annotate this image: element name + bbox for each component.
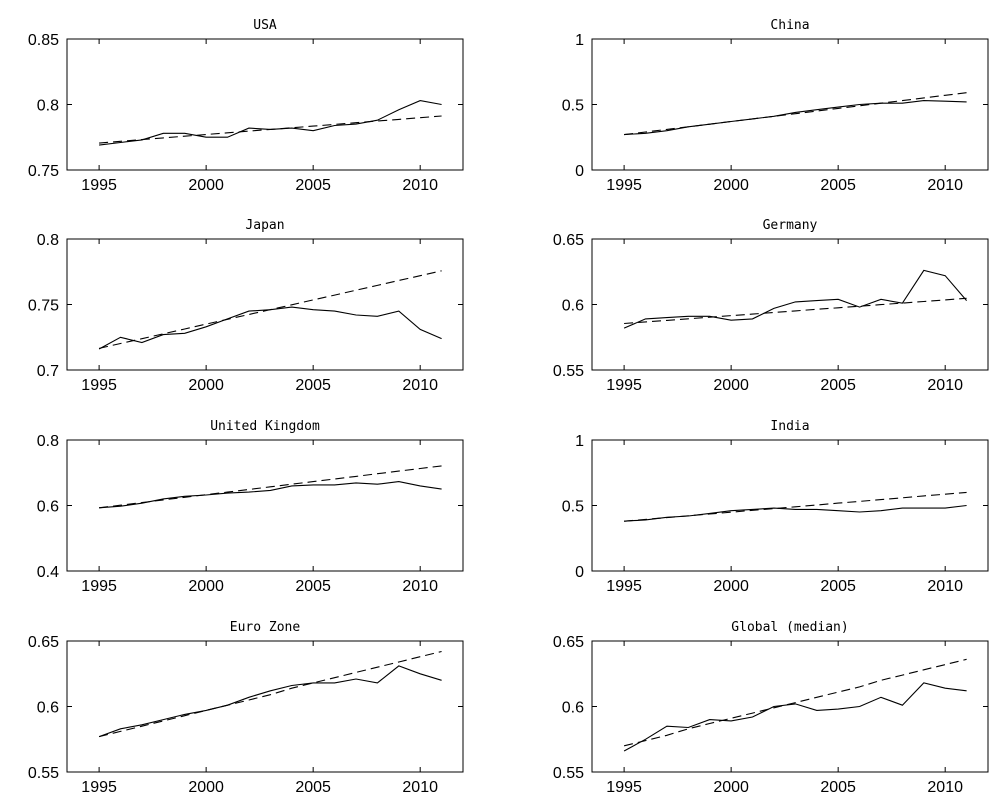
panel-title: Global (median) [731, 620, 848, 635]
x-tick-label: 1995 [606, 779, 642, 795]
x-tick-label: 1995 [81, 779, 117, 795]
data-line [98, 306, 442, 350]
y-tick-label: 0.6 [37, 700, 59, 717]
panel-1: China 1995 2000 2005 2010 0 0.5 1 [562, 18, 989, 194]
plot-frame [591, 238, 989, 371]
x-tick-label: 2000 [188, 377, 224, 394]
x-tick-label: 1995 [606, 377, 642, 394]
x-tick-label: 1995 [81, 578, 117, 595]
x-tick-label: 2005 [820, 779, 856, 795]
trend-line [99, 465, 442, 509]
trend-line [624, 491, 967, 522]
x-tick-label: 2005 [820, 578, 856, 595]
y-tick-label: 0.65 [553, 232, 584, 249]
plot-frame [66, 38, 464, 171]
y-tick-label: 0.6 [37, 499, 59, 516]
x-tick-label: 2010 [927, 578, 963, 595]
y-tick-label: 0.55 [28, 765, 59, 782]
y-tick-label: 0.75 [28, 163, 59, 180]
y-tick-label: 0.8 [37, 433, 59, 450]
x-tick-label: 2010 [402, 779, 438, 795]
y-tick-label: 0.55 [553, 765, 584, 782]
x-tick-label: 2005 [295, 578, 331, 595]
y-tick-label: 1 [575, 433, 584, 450]
y-tick-label: 0.65 [553, 634, 584, 651]
x-tick-label: 2010 [402, 578, 438, 595]
trend-line [99, 115, 442, 144]
plot-frame [591, 640, 989, 773]
panel-title: Germany [763, 218, 818, 233]
data-line [623, 682, 967, 752]
y-tick-label: 0.4 [37, 564, 59, 581]
panel-title: Japan [245, 218, 284, 233]
x-tick-label: 2010 [927, 177, 963, 194]
x-tick-label: 2000 [188, 578, 224, 595]
y-tick-label: 1 [575, 32, 584, 49]
trend-line [98, 650, 442, 738]
x-tick-label: 2005 [295, 177, 331, 194]
y-tick-label: 0.75 [28, 298, 59, 315]
plot-frame [591, 38, 989, 171]
y-tick-label: 0 [575, 163, 584, 180]
panel-title: India [770, 419, 809, 434]
trend-line [624, 297, 967, 325]
x-tick-label: 1995 [81, 377, 117, 394]
panel-title: Euro Zone [230, 620, 301, 635]
panel-title: United Kingdom [210, 419, 320, 434]
panel-7: Global (median) 1995 2000 2005 2010 0.55 0.6 0.… [553, 620, 989, 795]
panel-title: USA [253, 18, 277, 33]
x-tick-label: 2005 [820, 177, 856, 194]
x-tick-label: 2010 [402, 377, 438, 394]
y-tick-label: 0.8 [37, 232, 59, 249]
plot-frame [591, 439, 989, 572]
panel-2: Japan 1995 2000 2005 2010 0.7 0.75 0.8 [28, 218, 464, 394]
data-line [624, 504, 967, 522]
y-tick-label: 0.5 [562, 499, 584, 516]
data-line [624, 100, 967, 136]
y-tick-label: 0.7 [37, 363, 59, 380]
x-tick-label: 2005 [295, 779, 331, 795]
x-tick-label: 1995 [81, 177, 117, 194]
panel-0: USA 1995 2000 2005 2010 0.75 0.8 0.85 [28, 18, 464, 194]
x-tick-label: 1995 [606, 177, 642, 194]
x-tick-label: 2000 [713, 779, 749, 795]
x-tick-label: 2010 [927, 377, 963, 394]
trend-line [623, 658, 967, 747]
y-tick-label: 0.6 [562, 298, 584, 315]
trend-line [624, 92, 967, 136]
y-tick-label: 0.85 [28, 32, 59, 49]
x-tick-label: 2000 [713, 177, 749, 194]
panel-4: United Kingdom 1995 2000 2005 2010 0.4 0.6 0.8 [37, 419, 464, 595]
x-tick-label: 2010 [402, 177, 438, 194]
panel-6: Euro Zone 1995 2000 2005 2010 0.55 0.6 0.65 [28, 620, 464, 795]
x-tick-label: 2005 [820, 377, 856, 394]
x-tick-label: 1995 [606, 578, 642, 595]
x-tick-label: 2000 [188, 779, 224, 795]
data-line [623, 269, 968, 329]
trend-line [98, 270, 442, 349]
x-tick-label: 2000 [188, 177, 224, 194]
data-line [99, 100, 442, 146]
x-tick-label: 2005 [295, 377, 331, 394]
data-line [98, 665, 442, 738]
y-tick-label: 0.65 [28, 634, 59, 651]
panel-3: Germany 1995 2000 2005 2010 0.55 0.6 0.65 [553, 218, 989, 394]
x-tick-label: 2000 [713, 377, 749, 394]
plot-frame [66, 238, 464, 371]
panel-title: China [770, 18, 809, 33]
x-tick-label: 2010 [927, 779, 963, 795]
y-tick-label: 0.55 [553, 363, 584, 380]
x-tick-label: 2000 [713, 578, 749, 595]
y-tick-label: 0.8 [37, 98, 59, 115]
data-line [99, 481, 442, 509]
y-tick-label: 0.6 [562, 700, 584, 717]
y-tick-label: 0 [575, 564, 584, 581]
panel-5: India 1995 2000 2005 2010 0 0.5 1 [562, 419, 989, 595]
y-tick-label: 0.5 [562, 98, 584, 115]
